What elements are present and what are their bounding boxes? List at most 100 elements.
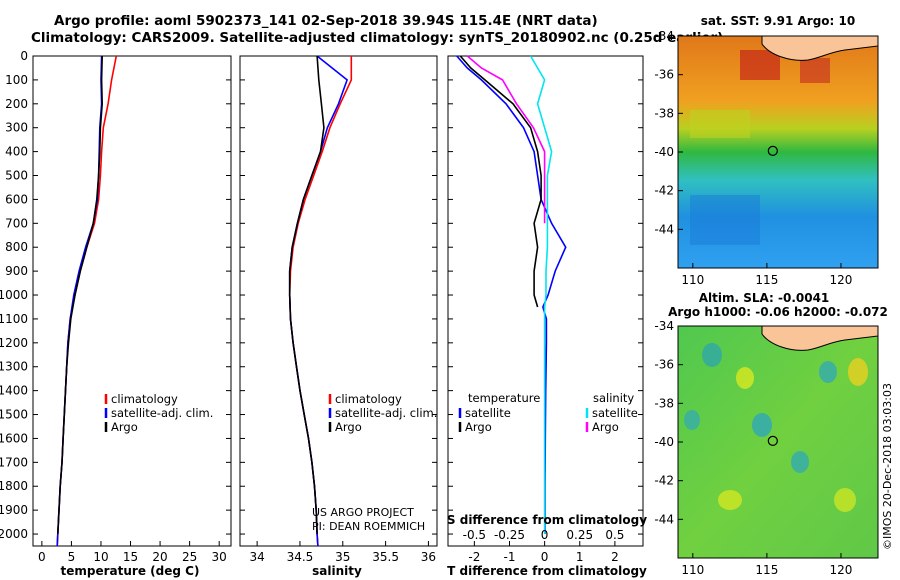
- x-tick-label: 34.5: [287, 550, 314, 564]
- depth-tick-label: 900: [5, 264, 28, 278]
- depth-tick-labels: 0 100 200 300 400 500 600 700 800 900 1000 1100 1200…: [0, 49, 28, 541]
- sst-map-axes: 110 115 120 -34 -36 -38 -40 -42 -44: [654, 29, 852, 287]
- sla-eddy: [848, 358, 868, 386]
- depth-tick-label: 1300: [0, 360, 28, 374]
- x-top-tick-label: -0.25: [494, 528, 525, 542]
- legend-entry: Argo: [592, 420, 619, 434]
- map-x-tick-label: 110: [681, 563, 704, 577]
- map-y-tick-label: -34: [654, 29, 674, 43]
- sla-map-title: Altim. SLA: -0.0041: [699, 291, 830, 305]
- series-line-satellite-adj-clim-: [56, 55, 103, 547]
- sla-eddy: [718, 490, 742, 510]
- map-y-tick-label: -42: [654, 474, 674, 488]
- depth-tick-label: 500: [5, 169, 28, 183]
- sst-map: sat. SST: 9.91 Argo: 10 110 115 120 -34 -36 -…: [654, 14, 879, 287]
- map-x-tick-label: 110: [681, 273, 704, 287]
- series-line-climatology: [56, 55, 118, 547]
- depth-tick-label: 300: [5, 121, 28, 135]
- x-tick-label: 0: [541, 550, 549, 564]
- sst-argo-location-marker: [767, 145, 778, 156]
- figure-title-line1: Argo profile: aoml 5902373_141 02-Sep-20…: [54, 13, 598, 29]
- legend-entry: Argo: [335, 420, 362, 434]
- imos-stamp: ©IMOS 20-Dec-2018 03:03:03: [881, 383, 894, 550]
- x-top-tick-label: 0.5: [605, 528, 624, 542]
- x-tick-label: 5: [68, 550, 76, 564]
- credit-pi: PI: DEAN ROEMMICH: [312, 520, 425, 533]
- x-tick-label: 35.5: [372, 550, 399, 564]
- sla-argo-location-marker: [767, 435, 778, 446]
- x-tick-label: 35: [335, 550, 350, 564]
- x-top-tick-label: 0.25: [566, 528, 593, 542]
- series-line-argo: [288, 55, 325, 535]
- sla-land: [761, 326, 878, 351]
- depth-tick-label: 600: [5, 192, 28, 206]
- sla-map-axes: 110 115 120 -34 -36 -38 -40 -42 -44: [654, 319, 852, 577]
- t-difference-xlabel: T difference from climatology: [447, 564, 647, 578]
- series-line-satellite-adj-clim-: [288, 55, 349, 547]
- sla-eddy: [752, 413, 772, 437]
- salinity-profile-panel: 34 34.5 35 35.5 36 climatologysatellite-adj. …: [239, 55, 438, 564]
- series-line-temperature-argo: [459, 55, 542, 308]
- x-tick-label: 1: [576, 550, 584, 564]
- depth-tick-label: 1100: [0, 312, 28, 326]
- figure-title-line2: Climatology: CARS2009. Satellite-adjuste…: [31, 30, 723, 46]
- depth-tick-label: 1500: [0, 408, 28, 422]
- sla-map-subtitle: Argo h1000: -0.06 h2000: -0.072: [668, 305, 888, 319]
- x-tick-label: 34: [249, 550, 264, 564]
- legend-entry: satellite-adj. clim.: [111, 406, 213, 420]
- s-difference-label: S difference from climatology: [447, 513, 647, 527]
- legend-entry: climatology: [111, 392, 178, 406]
- map-y-tick-label: -38: [654, 396, 674, 410]
- series-line-temperature-satellite: [456, 55, 567, 534]
- legend-entry: satellite-adj. clim.: [335, 406, 437, 420]
- depth-tick-label: 400: [5, 145, 28, 159]
- legend-entry: satellite: [592, 406, 638, 420]
- depth-tick-label: 800: [5, 240, 28, 254]
- legend-group-heading: temperature: [468, 391, 540, 405]
- x-top-tick-label: -0.5: [463, 528, 486, 542]
- map-x-tick-label: 120: [830, 563, 853, 577]
- x-top-tick-label: 0: [541, 528, 549, 542]
- legend-group-heading: salinity: [593, 391, 634, 405]
- sst-warm-patch: [740, 50, 780, 80]
- map-x-tick-label: 115: [755, 273, 778, 287]
- map-y-tick-label: -42: [654, 184, 674, 198]
- sst-cool-patch: [690, 195, 760, 245]
- depth-tick-label: 1900: [0, 503, 28, 517]
- depth-tick-label: 1400: [0, 384, 28, 398]
- x-tick-label: 30: [212, 550, 227, 564]
- credit-project: US ARGO PROJECT: [312, 506, 414, 519]
- depth-tick-label: 200: [5, 97, 28, 111]
- depth-tick-label: 2000: [0, 527, 28, 541]
- map-y-tick-label: -40: [654, 435, 674, 449]
- x-tick-label: -2: [468, 550, 480, 564]
- depth-tick-label: 700: [5, 216, 28, 230]
- depth-tick-label: 100: [5, 73, 28, 87]
- x-tick-label: 10: [93, 550, 108, 564]
- map-y-tick-label: -44: [654, 222, 674, 236]
- map-x-tick-label: 120: [830, 273, 853, 287]
- series-line-salinity-argo: [466, 55, 546, 224]
- panel-frame: [239, 55, 438, 547]
- sst-map-title: sat. SST: 9.91 Argo: 10: [701, 14, 855, 28]
- map-y-tick-label: -44: [654, 512, 674, 526]
- depth-tick-label: 0: [20, 49, 28, 63]
- salinity-xlabel: salinity: [312, 564, 362, 578]
- legend-entry: Argo: [111, 420, 138, 434]
- x-tick-label: 2: [611, 550, 619, 564]
- sla-eddy: [819, 361, 837, 383]
- series-line-argo: [57, 55, 104, 535]
- sla-eddy: [791, 451, 809, 473]
- temperature-xlabel: temperature (deg C): [61, 564, 200, 578]
- series-line-salinity-satellite: [529, 55, 553, 534]
- panel-frame: [32, 55, 232, 547]
- sla-eddy: [736, 367, 754, 389]
- depth-tick-label: 1800: [0, 479, 28, 493]
- map-x-tick-label: 115: [755, 563, 778, 577]
- map-y-tick-label: -38: [654, 106, 674, 120]
- series-line-climatology: [288, 56, 353, 547]
- x-tick-label: 36: [421, 550, 436, 564]
- legend-entry: climatology: [335, 392, 402, 406]
- legend-entry: Argo: [465, 420, 492, 434]
